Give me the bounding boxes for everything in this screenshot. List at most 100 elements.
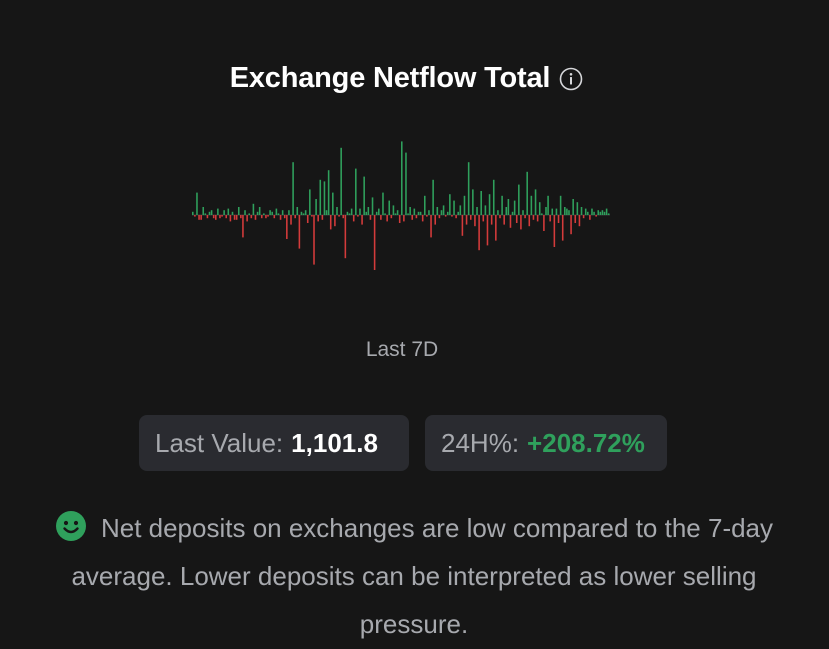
period-label: Last 7D — [365, 338, 439, 361]
netflow-bar — [382, 192, 384, 215]
netflow-bar — [536, 215, 539, 222]
netflow-bar — [244, 210, 246, 215]
netflow-bar — [421, 215, 424, 222]
netflow-bar — [217, 208, 219, 215]
netflow-bar — [507, 199, 510, 215]
title-row: Exchange Netflow Total — [0, 62, 829, 95]
netflow-sparkline-chart — [192, 141, 610, 270]
netflow-bar — [440, 210, 443, 215]
netflow-bar — [497, 210, 499, 215]
netflow-bar — [444, 215, 447, 217]
netflow-bar — [401, 141, 403, 215]
netflow-bar — [252, 203, 255, 215]
netflow-bar — [327, 170, 330, 215]
netflow-bar — [309, 189, 311, 215]
netflow-bar — [593, 211, 595, 215]
netflow-bar — [407, 213, 409, 215]
netflow-bar — [459, 205, 462, 215]
netflow-bar — [240, 215, 242, 219]
netflow-bar — [365, 211, 368, 215]
netflow-bar — [348, 213, 351, 215]
netflow-bar — [394, 213, 397, 215]
netflow-bar — [254, 215, 257, 220]
netflow-bar — [281, 210, 284, 215]
netflow-bar — [208, 211, 211, 215]
netflow-bar — [551, 208, 554, 215]
smiley-face-icon — [55, 509, 87, 541]
netflow-bar — [474, 215, 476, 227]
netflow-bar — [340, 147, 342, 215]
netflow-bar — [432, 179, 434, 215]
netflow-bar — [478, 215, 480, 251]
netflow-bar — [463, 195, 466, 215]
netflow-bar — [298, 215, 301, 249]
netflow-bar — [501, 195, 503, 215]
netflow-bar — [200, 215, 202, 220]
netflow-bar — [302, 213, 305, 215]
netflow-bar — [198, 215, 200, 220]
netflow-bar — [375, 211, 378, 215]
netflow-bar — [290, 215, 292, 225]
netflow-bar — [227, 208, 230, 215]
netflow-bar — [442, 205, 445, 215]
netflow-bar — [434, 215, 437, 225]
netflow-bar — [495, 215, 497, 241]
netflow-bar — [526, 171, 528, 215]
netflow-bar — [210, 210, 213, 215]
netflow-bar — [430, 215, 432, 238]
netflow-bar — [534, 189, 537, 215]
netflow-bar — [455, 215, 457, 219]
netflow-bar — [555, 208, 558, 215]
netflow-bar — [248, 213, 250, 215]
netflow-bar — [413, 208, 416, 215]
netflow-bar — [371, 197, 374, 215]
netflow-bar — [392, 205, 395, 215]
netflow-bar — [273, 215, 276, 219]
netflow-bar — [405, 152, 407, 215]
netflow-bar — [597, 210, 600, 215]
netflow-bar — [576, 202, 579, 215]
netflow-bar — [355, 168, 357, 215]
netflow-bar — [352, 215, 355, 222]
netflow-bar — [446, 211, 449, 215]
netflow-bar — [580, 207, 583, 215]
netflow-bar — [572, 199, 574, 215]
netflow-bar — [492, 179, 495, 215]
netflow-bar — [288, 210, 290, 215]
netflow-bar — [192, 211, 194, 215]
netflow-bar — [256, 211, 259, 215]
netflow-bar — [511, 211, 514, 215]
netflow-bar — [505, 207, 508, 215]
netflow-bar — [417, 211, 420, 215]
netflow-bar — [223, 210, 225, 215]
netflow-bar — [530, 195, 533, 215]
netflow-bar — [557, 215, 560, 223]
netflow-bar — [561, 215, 564, 241]
netflow-bar — [503, 215, 505, 225]
netflow-bar — [415, 215, 418, 219]
netflow-bar — [568, 210, 570, 215]
netflow-bar — [346, 211, 349, 215]
netflow-bar — [451, 215, 453, 217]
netflow-bar — [564, 207, 566, 215]
netflow-bar — [467, 162, 470, 215]
netflow-bar — [426, 215, 428, 217]
netflow-bar — [543, 215, 545, 231]
netflow-bar — [449, 194, 451, 215]
netflow-bar — [242, 215, 244, 238]
netflow-bar — [603, 211, 606, 215]
netflow-bar — [518, 184, 520, 215]
sentiment-description: Net deposits on exchanges are low compar… — [18, 504, 810, 648]
netflow-bar — [286, 215, 288, 239]
netflow-bar — [436, 207, 439, 215]
netflow-bar — [332, 192, 334, 215]
info-circle-icon[interactable] — [559, 67, 583, 91]
netflow-bar — [194, 215, 196, 217]
netflow-bar — [279, 215, 282, 220]
netflow-bar — [532, 215, 535, 220]
netflow-bar — [541, 213, 543, 215]
netflow-bar — [315, 199, 317, 215]
netflow-bar — [599, 211, 602, 215]
netflow-bar — [515, 215, 518, 223]
